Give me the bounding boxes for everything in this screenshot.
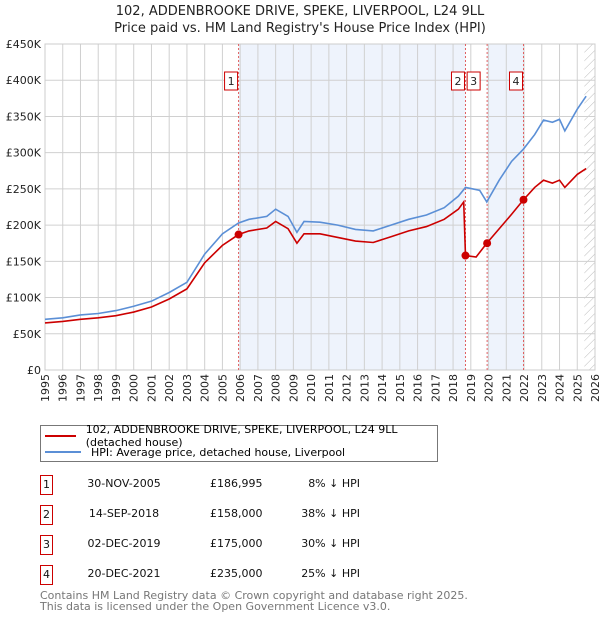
x-tick-label: 2018	[447, 374, 460, 402]
legend-label: HPI: Average price, detached house, Live…	[91, 445, 346, 459]
forecast-hatch	[584, 44, 595, 370]
shaded-period	[238, 44, 466, 370]
x-tick-label: 2015	[394, 374, 407, 402]
legend-swatch-red	[45, 435, 76, 437]
plot-frame	[44, 43, 596, 371]
footer: Contains HM Land Registry data © Crown c…	[40, 590, 468, 612]
sale-date: 14-SEP-2018	[88, 507, 160, 520]
sale-marker-box: 1	[40, 475, 53, 495]
sale-point	[483, 239, 492, 248]
sale-label-box	[450, 71, 465, 91]
y-tick-label: £0	[27, 364, 41, 377]
x-tick-label: 2017	[429, 374, 442, 402]
x-tick-label: 1999	[110, 374, 123, 402]
x-tick-label: 2025	[571, 374, 584, 402]
legend-swatch-blue	[45, 451, 81, 453]
sale-price: £186,995	[210, 477, 263, 490]
property-price-line	[44, 167, 587, 324]
x-tick-label: 2024	[554, 374, 567, 402]
x-tick-label: 1996	[57, 374, 70, 402]
legend-item-hpi: HPI: Average price, detached house, Live…	[45, 444, 345, 460]
x-tick-label: 2013	[358, 374, 371, 402]
x-tick-label: 2011	[323, 374, 336, 402]
legend-item-property: 102, ADDENBROOKE DRIVE, SPEKE, LIVERPOOL…	[45, 423, 437, 449]
sale-point	[461, 251, 470, 260]
x-tick-label: 2002	[163, 374, 176, 402]
y-tick-label: £50K	[13, 328, 42, 341]
footer-line: Contains HM Land Registry data © Crown c…	[40, 589, 468, 602]
x-tick-label: 2014	[376, 374, 389, 402]
x-tick-label: 2005	[216, 374, 229, 402]
y-tick-label: £250K	[6, 183, 42, 196]
sale-marker-box: 2	[40, 505, 53, 525]
y-tick-label: £400K	[6, 74, 42, 87]
x-tick-label: 2016	[412, 374, 425, 402]
sale-price: £235,000	[210, 567, 263, 580]
sale-label: 2	[454, 75, 461, 88]
x-tick-label: 2026	[589, 374, 600, 402]
x-tick-label: 2012	[341, 374, 354, 402]
chart-subtitle: Price paid vs. HM Land Registry's House …	[114, 21, 486, 36]
x-tick-label: 2004	[199, 374, 212, 402]
x-tick-label: 1998	[92, 374, 105, 402]
x-tick-label: 2021	[500, 374, 513, 402]
y-tick-label: £300K	[6, 147, 42, 160]
y-tick-label: £100K	[6, 292, 42, 305]
chart-title: 102, ADDENBROOKE DRIVE, SPEKE, LIVERPOOL…	[115, 4, 485, 19]
sale-label-box	[224, 71, 239, 91]
sale-point	[234, 230, 243, 239]
y-tick-label: £450K	[6, 38, 42, 51]
x-tick-label: 1997	[74, 374, 87, 402]
legend-label: 102, ADDENBROOKE DRIVE, SPEKE, LIVERPOOL…	[85, 423, 398, 449]
x-tick-label: 2001	[145, 374, 158, 402]
y-tick-label: £350K	[6, 110, 42, 123]
y-tick-label: £150K	[6, 255, 42, 268]
sale-label: 4	[513, 75, 520, 88]
sale-marker-box: 4	[40, 565, 53, 585]
legend: 102, ADDENBROOKE DRIVE, SPEKE, LIVERPOOL…	[40, 423, 438, 462]
x-tick-label: 2007	[252, 374, 265, 402]
x-tick-label: 2010	[305, 374, 318, 402]
sale-label: 3	[470, 75, 477, 88]
x-tick-label: 2000	[128, 374, 141, 402]
sale-date: 20-DEC-2021	[87, 567, 161, 580]
sale-hpi-diff: 30% ↓ HPI	[301, 537, 360, 550]
x-tick-label: 2009	[287, 374, 300, 402]
x-tick-label: 2023	[536, 374, 549, 402]
y-tick-label: £200K	[6, 219, 42, 232]
sale-date: 02-DEC-2019	[87, 537, 161, 550]
x-tick-label: 2019	[465, 374, 478, 402]
price-chart: 1995 1996 1997 1998 1999 2000 2001 2002 2003 2004…	[6, 38, 600, 402]
sale-label: 1	[228, 75, 235, 88]
sale-label-box	[509, 71, 523, 91]
sale-label-box	[466, 71, 481, 91]
footer-line: This data is licensed under the Open Gov…	[40, 600, 391, 613]
x-tick-label: 2020	[483, 374, 496, 402]
sale-price: £158,000	[210, 507, 263, 520]
sale-hpi-diff: 8% ↓ HPI	[308, 477, 360, 490]
x-tick-label: 2006	[234, 374, 247, 402]
sale-marker-box: 3	[40, 535, 53, 555]
x-tick-label: 2022	[518, 374, 531, 402]
sale-price: £175,000	[210, 537, 263, 550]
sale-date: 30-NOV-2005	[87, 477, 161, 490]
x-tick-label: 2008	[270, 374, 283, 402]
x-tick-label: 2003	[181, 374, 194, 402]
sale-hpi-diff: 38% ↓ HPI	[301, 507, 360, 520]
sale-hpi-diff: 25% ↓ HPI	[301, 567, 360, 580]
x-tick-label: 1995	[39, 374, 52, 402]
hpi-line	[44, 95, 587, 321]
sale-point	[519, 195, 528, 204]
